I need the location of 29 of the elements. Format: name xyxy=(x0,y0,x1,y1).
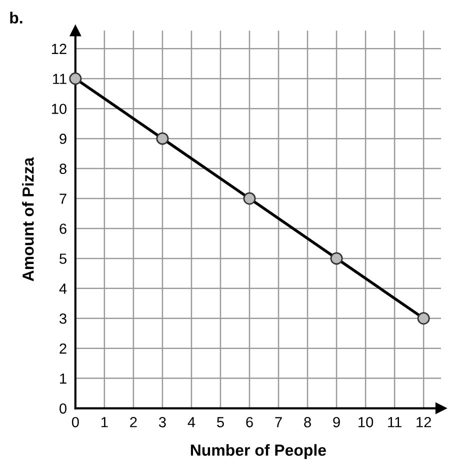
y-tick-label: 7 xyxy=(60,194,66,204)
x-tick-label: 0 xyxy=(72,417,79,428)
y-tick-label: 3 xyxy=(60,313,66,324)
y-tick-label: 10 xyxy=(52,104,67,114)
x-tick-label: 1 xyxy=(101,417,108,428)
y-tick-label: 0 xyxy=(60,403,66,414)
y-tick-label: 5 xyxy=(60,254,66,264)
x-tick-label: 5 xyxy=(217,417,224,428)
y-tick-label: 9 xyxy=(60,134,66,144)
x-tick-label: 10 xyxy=(358,417,374,428)
y-tick-label: 12 xyxy=(52,44,66,54)
x-axis-title: Number of People xyxy=(190,444,326,459)
x-tick-label: 9 xyxy=(333,417,340,428)
chart-title: b. xyxy=(10,12,22,24)
x-tick-label: 7 xyxy=(275,417,282,428)
y-tick-label: 4 xyxy=(59,284,67,294)
x-tick-label: 3 xyxy=(158,417,166,428)
x-tick-label: 6 xyxy=(246,417,253,428)
y-tick-label: 1 xyxy=(60,374,66,384)
y-tick-label: 8 xyxy=(60,164,66,174)
y-tick-label: 6 xyxy=(60,224,66,234)
x-tick-label: 11 xyxy=(388,417,402,428)
x-tick-label: 4 xyxy=(188,417,196,428)
x-tick-label: 12 xyxy=(416,417,431,428)
y-axis-title: Amount of Pizza xyxy=(22,157,34,282)
x-tick-label: 2 xyxy=(130,417,137,428)
x-tick-label: 8 xyxy=(304,417,311,428)
y-tick-label: 11 xyxy=(53,74,66,84)
y-tick-label: 2 xyxy=(60,343,66,354)
